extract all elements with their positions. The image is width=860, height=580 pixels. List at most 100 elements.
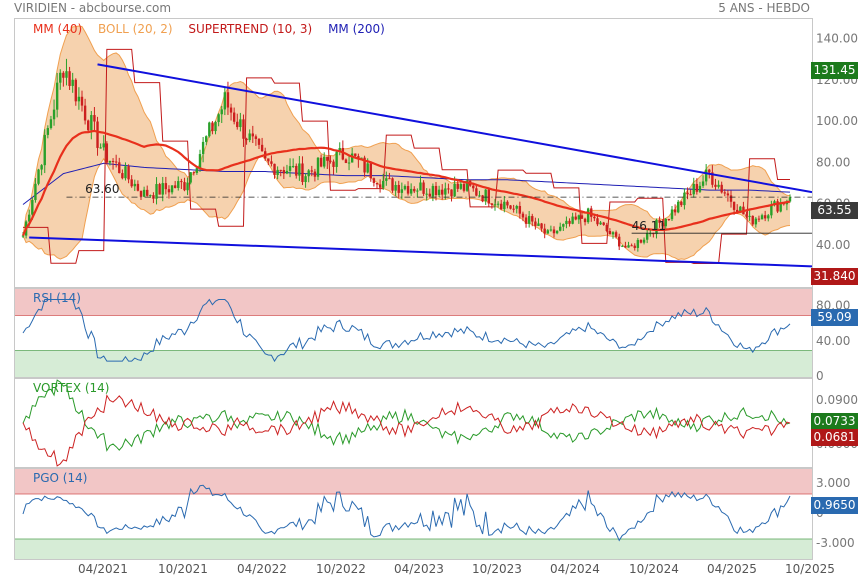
- candle: [62, 71, 65, 87]
- candle-body: [596, 218, 599, 225]
- candle: [43, 129, 46, 174]
- candle: [127, 164, 130, 184]
- candle-body: [65, 71, 68, 78]
- candle: [552, 226, 556, 238]
- candle-body: [695, 183, 699, 192]
- candle-body: [760, 215, 764, 220]
- candle-body: [658, 219, 661, 223]
- rsi-panel[interactable]: RSI (14): [14, 288, 813, 378]
- candle: [618, 233, 621, 251]
- candle-body: [214, 122, 217, 132]
- candle: [605, 222, 608, 233]
- candle-body: [195, 167, 199, 173]
- candle: [229, 103, 233, 121]
- candle-body: [767, 215, 770, 219]
- pgo-panel[interactable]: PGO (14): [14, 468, 813, 560]
- candle-body: [59, 72, 62, 83]
- candle-body: [326, 156, 329, 161]
- x-tick: 04/2024: [550, 562, 600, 576]
- candle-body: [580, 215, 584, 219]
- candle: [93, 107, 96, 132]
- bollinger-lower: [22, 155, 791, 261]
- candle: [83, 98, 87, 125]
- candle: [173, 180, 177, 189]
- candle-body: [310, 170, 313, 172]
- candle-body: [465, 180, 469, 191]
- supertrend-badge: 31.840: [811, 268, 858, 285]
- candle-body: [87, 120, 90, 131]
- candle: [55, 72, 59, 118]
- candle-body: [40, 165, 43, 170]
- price-panel[interactable]: 63.60 46.11 MM (40) BOLL (20, 2) SUPERTRE…: [14, 18, 813, 288]
- candle-body: [434, 185, 438, 196]
- candle: [757, 215, 761, 222]
- candle-body: [478, 195, 481, 197]
- candle: [372, 177, 376, 187]
- candle-body: [37, 169, 40, 184]
- candle-body: [99, 147, 102, 149]
- candle-body: [773, 201, 776, 205]
- pgo-line: [22, 484, 791, 542]
- candle-body: [618, 236, 621, 247]
- candle-body: [555, 230, 559, 234]
- candle-body: [583, 218, 587, 223]
- candle-body: [403, 186, 407, 190]
- candle: [500, 199, 503, 210]
- candle-body: [270, 161, 273, 164]
- vortex-y-tick: 0.0900: [816, 393, 858, 407]
- candle: [472, 183, 475, 192]
- candle: [363, 155, 366, 177]
- candle: [667, 218, 671, 222]
- candle-body: [291, 165, 295, 167]
- candle: [413, 186, 416, 194]
- candle-body: [329, 160, 332, 162]
- candle: [419, 175, 422, 191]
- candle-body: [102, 143, 105, 148]
- candle: [205, 135, 208, 146]
- candle: [180, 178, 183, 190]
- candle-body: [391, 178, 394, 191]
- candle-body: [350, 153, 354, 163]
- y-tick-label: 80.00: [816, 155, 850, 169]
- candle-body: [239, 119, 242, 128]
- candle-body: [80, 96, 84, 106]
- candle-body: [527, 216, 531, 224]
- candle: [301, 156, 304, 186]
- candle: [282, 166, 286, 179]
- candle-body: [776, 201, 779, 212]
- candle: [406, 181, 410, 196]
- candle: [139, 190, 143, 200]
- candle-body: [745, 214, 748, 217]
- candle: [99, 143, 102, 149]
- candle-body: [170, 185, 174, 193]
- candle: [146, 185, 149, 197]
- candle: [201, 136, 205, 163]
- candle: [670, 206, 674, 222]
- candle-body: [62, 72, 65, 78]
- candle-body: [205, 136, 208, 142]
- candle-body: [552, 229, 556, 234]
- x-tick: 10/2021: [158, 562, 208, 576]
- candle-body: [301, 163, 304, 183]
- candle-body: [49, 119, 53, 129]
- candle-body: [382, 180, 385, 188]
- candle-body: [419, 182, 422, 191]
- candle-body: [770, 204, 773, 216]
- candle: [686, 187, 689, 200]
- candle-body: [664, 219, 667, 227]
- vortex-panel[interactable]: VORTEX (14): [14, 378, 813, 468]
- candle: [298, 156, 301, 181]
- candle-body: [186, 182, 189, 191]
- candle-body: [319, 157, 323, 167]
- rsi-oversold-zone: [15, 350, 812, 377]
- candle-body: [21, 235, 25, 237]
- candle: [788, 194, 792, 203]
- candle-body: [568, 220, 571, 224]
- candle-body: [518, 205, 522, 214]
- candle-body: [667, 219, 671, 221]
- candle: [496, 201, 500, 208]
- candle-body: [267, 158, 270, 162]
- support-label: 46.11: [632, 219, 666, 233]
- candle-body: [413, 188, 416, 192]
- candle-body: [605, 224, 608, 231]
